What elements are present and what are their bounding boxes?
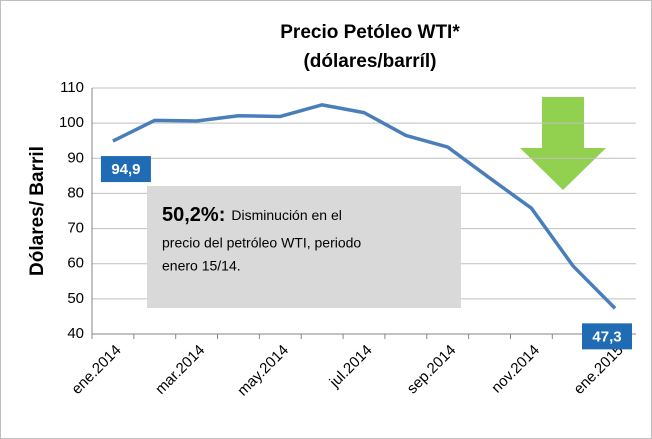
y-tick-label: 80 (67, 184, 84, 201)
annotation-text: enero 15/14. (162, 258, 241, 274)
y-tick-label: 70 (67, 220, 84, 237)
annotation: 50,2%: Disminución en el (162, 204, 342, 226)
data-label: 47,3 (592, 328, 621, 345)
data-label-box (100, 156, 151, 183)
down-arrow (520, 97, 606, 190)
y-tick-label: 110 (60, 79, 84, 96)
annotation-highlight: 50,2%: (162, 204, 225, 226)
chart-title: (dólares/barríl) (303, 51, 436, 72)
y-tick-label: 100 (59, 114, 84, 131)
y-tick-label: 60 (67, 255, 84, 272)
y-tick-label: 50 (67, 290, 84, 307)
data-label-box (582, 323, 632, 350)
y-axis-label: Dólares/ Barril (27, 146, 48, 276)
annotation-text: Disminución en el (231, 207, 342, 223)
chart-title: Precio Petóleo WTI* (280, 22, 460, 43)
y-tick-label: 90 (67, 149, 84, 166)
y-tick-label: 40 (67, 325, 84, 342)
data-label: 94,9 (111, 161, 140, 178)
annotation-text: precio del petróleo WTI, periodo (162, 235, 361, 251)
line-series (112, 103, 617, 310)
annotation-box (147, 186, 461, 308)
